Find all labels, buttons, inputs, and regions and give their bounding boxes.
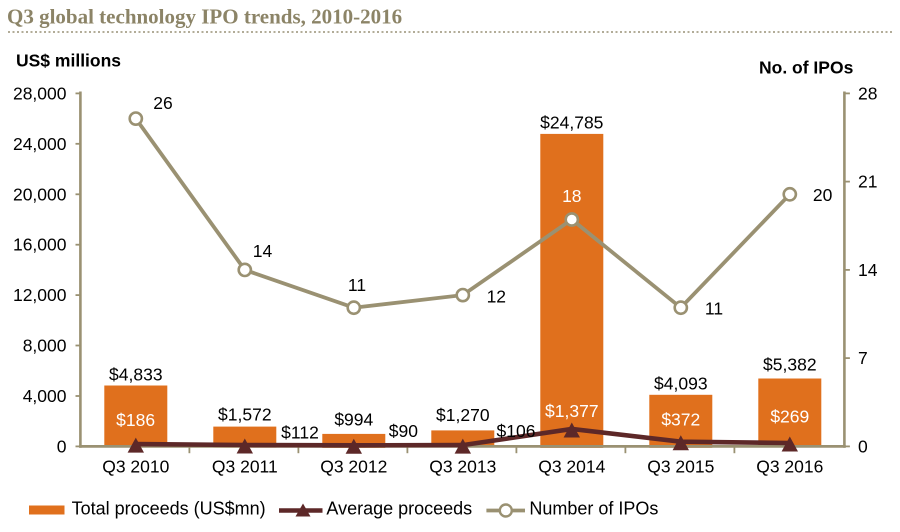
svg-text:$4,093: $4,093 bbox=[654, 374, 708, 394]
svg-text:11: 11 bbox=[705, 299, 723, 319]
svg-text:8,000: 8,000 bbox=[23, 336, 67, 356]
svg-text:20,000: 20,000 bbox=[13, 184, 67, 204]
svg-text:No. of IPOs: No. of IPOs bbox=[759, 58, 854, 78]
svg-text:$1,270: $1,270 bbox=[436, 405, 490, 425]
svg-text:$372: $372 bbox=[661, 410, 700, 430]
svg-text:Q3 global technology IPO trend: Q3 global technology IPO trends, 2010-20… bbox=[7, 4, 402, 28]
svg-text:24,000: 24,000 bbox=[13, 134, 67, 154]
svg-text:11: 11 bbox=[348, 275, 366, 295]
svg-text:$106: $106 bbox=[497, 421, 536, 441]
svg-text:Q3 2010: Q3 2010 bbox=[102, 457, 169, 477]
svg-text:US$ millions: US$ millions bbox=[16, 51, 121, 71]
svg-text:16,000: 16,000 bbox=[13, 235, 67, 255]
svg-text:20: 20 bbox=[813, 185, 833, 205]
svg-text:$112: $112 bbox=[281, 422, 319, 442]
svg-text:Q3 2014: Q3 2014 bbox=[538, 457, 605, 477]
svg-text:$4,833: $4,833 bbox=[109, 365, 163, 385]
svg-text:$994: $994 bbox=[334, 409, 373, 429]
svg-text:$1,377: $1,377 bbox=[545, 401, 599, 421]
svg-text:Q3 2012: Q3 2012 bbox=[320, 457, 387, 477]
svg-text:12: 12 bbox=[487, 287, 506, 307]
svg-text:Number of IPOs: Number of IPOs bbox=[529, 499, 658, 519]
svg-text:7: 7 bbox=[858, 348, 868, 368]
svg-text:Q3 2013: Q3 2013 bbox=[429, 457, 496, 477]
svg-text:28,000: 28,000 bbox=[13, 83, 67, 103]
svg-text:0: 0 bbox=[858, 436, 868, 456]
svg-text:Q3 2015: Q3 2015 bbox=[647, 457, 714, 477]
svg-text:Average proceeds: Average proceeds bbox=[326, 499, 472, 519]
svg-text:18: 18 bbox=[562, 186, 581, 206]
svg-text:26: 26 bbox=[153, 93, 172, 113]
svg-text:28: 28 bbox=[858, 83, 877, 103]
svg-text:4,000: 4,000 bbox=[23, 386, 67, 406]
svg-text:$24,785: $24,785 bbox=[540, 112, 603, 132]
svg-text:21: 21 bbox=[858, 172, 877, 192]
svg-text:$1,572: $1,572 bbox=[218, 404, 272, 424]
svg-text:Q3 2011: Q3 2011 bbox=[212, 457, 278, 477]
svg-text:12,000: 12,000 bbox=[13, 285, 67, 305]
svg-text:Q3 2016: Q3 2016 bbox=[756, 457, 823, 477]
svg-text:14: 14 bbox=[253, 241, 273, 261]
svg-text:$269: $269 bbox=[770, 407, 809, 427]
svg-text:0: 0 bbox=[57, 436, 67, 456]
svg-text:$90: $90 bbox=[389, 421, 418, 441]
svg-text:Total proceeds (US$mn): Total proceeds (US$mn) bbox=[72, 499, 266, 519]
svg-text:14: 14 bbox=[858, 260, 878, 280]
svg-text:$186: $186 bbox=[116, 410, 155, 430]
svg-text:$5,382: $5,382 bbox=[763, 354, 817, 374]
